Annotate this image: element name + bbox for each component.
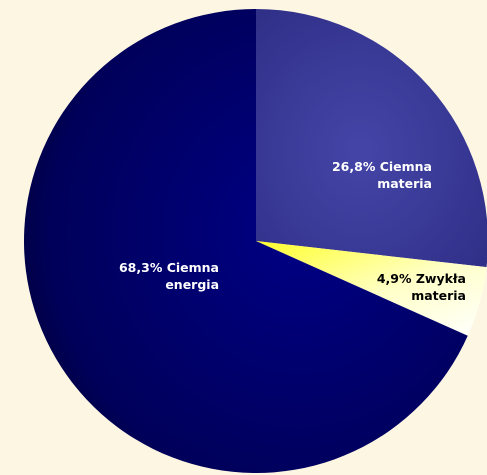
pie-label-dark-matter: 26,8% Ciemna materia	[332, 159, 432, 191]
pie-label-line: 4,9% Zwykła	[377, 271, 466, 286]
pie-label-dark-energy: 68,3% Ciemna energia	[119, 260, 219, 292]
pie-label-line: 26,8% Ciemna	[332, 159, 432, 174]
pie-label-line: materia	[377, 176, 432, 191]
pie-slice-dark-energy	[23, 9, 468, 473]
pie-label-line: energia	[165, 277, 219, 292]
pie-label-line: 68,3% Ciemna	[119, 260, 219, 275]
pie-label-line: materia	[411, 288, 466, 303]
pie-slice-ordinary-matter	[256, 241, 487, 336]
pie-slice-dark-matter	[256, 9, 487, 268]
pie-label-ordinary-matter: 4,9% Zwykła materia	[377, 271, 466, 303]
